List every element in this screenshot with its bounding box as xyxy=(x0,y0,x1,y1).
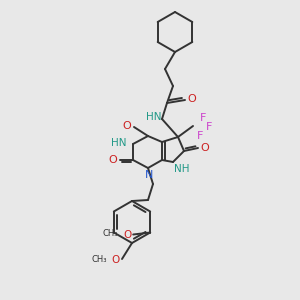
Text: O: O xyxy=(109,155,117,165)
Text: NH: NH xyxy=(174,164,190,174)
Text: O: O xyxy=(201,143,209,153)
Text: CH₃: CH₃ xyxy=(103,229,118,238)
Text: O: O xyxy=(123,121,131,131)
Text: CH₃: CH₃ xyxy=(92,256,107,265)
Text: O: O xyxy=(123,230,131,239)
Text: F: F xyxy=(197,131,203,141)
Text: O: O xyxy=(112,255,120,265)
Text: HN: HN xyxy=(111,138,127,148)
Text: O: O xyxy=(188,94,196,104)
Text: HN: HN xyxy=(146,112,162,122)
Text: N: N xyxy=(145,170,153,180)
Text: F: F xyxy=(206,122,212,132)
Text: F: F xyxy=(200,113,206,123)
